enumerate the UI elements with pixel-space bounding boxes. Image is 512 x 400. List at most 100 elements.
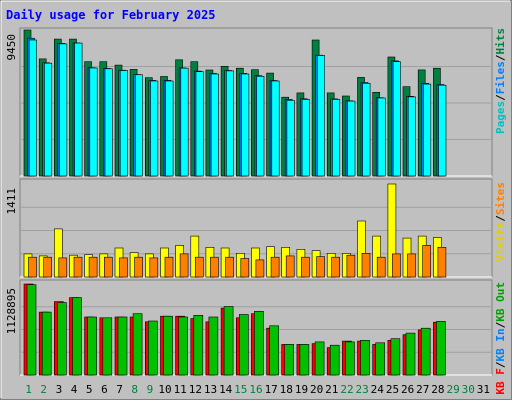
y-max-label: 9450 [5, 34, 18, 61]
bar-sites-day-21 [331, 256, 341, 278]
bar-sites-day-15 [240, 258, 250, 278]
legend-item-visits: Visits [494, 222, 507, 262]
legend-item-hits: Hits [494, 28, 507, 55]
bar-kb-out-day-18 [284, 344, 295, 376]
legend-separator: / [494, 321, 507, 328]
day-label-2: 2 [40, 383, 47, 396]
y-max-label: 1128895 [5, 288, 18, 334]
bar-pages-day-20 [316, 55, 325, 177]
day-label-13: 13 [204, 383, 217, 396]
bar-sites-day-23 [361, 253, 371, 278]
bar-sites-day-14 [225, 256, 234, 278]
day-label-19: 19 [295, 383, 308, 396]
day-label-23: 23 [355, 383, 368, 396]
bar-pages-day-19 [301, 99, 310, 177]
bar-kb-out-day-16 [254, 310, 264, 376]
bar-sites-day-25 [392, 253, 401, 278]
day-label-17: 17 [265, 383, 278, 396]
day-label-27: 27 [416, 383, 429, 396]
day-label-6: 6 [101, 383, 108, 396]
bar-kb-out-day-9 [148, 320, 158, 376]
bar-pages-day-9 [150, 80, 159, 177]
bar-visits-day-25 [387, 183, 397, 278]
legend-item-kb-f: KB F [494, 368, 507, 395]
bar-sites-day-3 [58, 257, 68, 278]
bar-kb-out-day-1 [26, 284, 37, 376]
bar-kb-out-day-12 [193, 314, 204, 376]
day-label-21: 21 [325, 383, 338, 396]
legend-item-files: Files [494, 61, 507, 94]
bar-pages-day-14 [226, 70, 235, 177]
bar-pages-day-21 [332, 99, 341, 177]
bar-kb-out-day-6 [102, 317, 113, 376]
bar-kb-out-day-21 [329, 344, 340, 376]
bar-pages-day-23 [362, 83, 371, 177]
bar-pages-day-10 [165, 80, 174, 177]
bar-sites-day-5 [88, 256, 98, 278]
bar-pages-day-12 [195, 71, 204, 177]
bar-kb-out-day-14 [223, 306, 234, 376]
bar-pages-day-11 [180, 67, 189, 177]
y-max-label: 1411 [5, 188, 18, 215]
bar-kb-out-day-22 [345, 341, 355, 376]
bar-sites-day-28 [437, 247, 447, 278]
day-label-10: 10 [158, 383, 171, 396]
bar-sites-day-22 [346, 254, 356, 278]
bar-kb-out-day-20 [314, 341, 325, 376]
bar-sites-day-2 [43, 256, 53, 278]
bar-sites-day-7 [119, 257, 128, 278]
bar-sites-day-27 [422, 245, 432, 278]
day-label-25: 25 [386, 383, 399, 396]
bar-pages-day-13 [210, 73, 219, 177]
bar-visits-day-12 [190, 235, 200, 278]
bar-pages-day-22 [347, 100, 356, 177]
bar-sites-day-10 [164, 256, 174, 278]
legend-separator: / [494, 361, 507, 368]
bar-kb-out-day-5 [87, 316, 97, 376]
day-label-28: 28 [431, 383, 444, 396]
legend-1: Pages/Files/Hits [494, 28, 507, 134]
bar-sites-day-18 [285, 255, 295, 278]
bar-pages-day-7 [119, 70, 128, 177]
bar-pages-day-6 [104, 68, 113, 177]
bar-sites-day-26 [407, 253, 416, 278]
day-label-7: 7 [116, 383, 123, 396]
bar-kb-out-day-3 [56, 302, 67, 376]
bar-kb-out-day-10 [163, 315, 173, 376]
bar-kb-out-day-7 [117, 316, 128, 376]
bar-pages-day-18 [286, 100, 295, 177]
day-label-20: 20 [310, 383, 323, 396]
day-label-3: 3 [56, 383, 63, 396]
day-label-29: 29 [446, 383, 459, 396]
bar-pages-day-16 [256, 76, 265, 177]
bar-kb-out-day-13 [208, 316, 219, 376]
day-label-4: 4 [71, 383, 78, 396]
bar-pages-day-2 [44, 62, 53, 177]
bar-kb-out-day-24 [375, 342, 386, 376]
bar-sites-day-1 [28, 256, 37, 278]
legend-item-sites: Sites [494, 182, 507, 215]
day-label-24: 24 [371, 383, 385, 396]
bar-sites-day-16 [255, 259, 265, 278]
bar-kb-out-day-25 [390, 338, 401, 376]
day-label-9: 9 [147, 383, 154, 396]
day-label-12: 12 [189, 383, 202, 396]
bar-kb-out-day-17 [269, 325, 279, 376]
day-label-15: 15 [234, 383, 247, 396]
legend-2: Visits/Sites [494, 182, 507, 262]
bar-kb-out-day-11 [178, 316, 188, 376]
day-label-26: 26 [401, 383, 414, 396]
bar-sites-day-12 [195, 256, 204, 278]
bar-sites-day-4 [73, 256, 83, 278]
bar-pages-day-8 [135, 74, 144, 177]
bar-pages-day-24 [377, 97, 386, 177]
bar-sites-day-8 [134, 256, 143, 278]
bar-pages-day-4 [74, 42, 83, 177]
day-label-18: 18 [280, 383, 293, 396]
bar-sites-day-13 [210, 256, 219, 278]
day-label-5: 5 [86, 383, 93, 396]
day-label-11: 11 [174, 383, 187, 396]
legend-item-kb-out: KB Out [494, 282, 507, 322]
bar-pages-day-27 [423, 83, 432, 177]
